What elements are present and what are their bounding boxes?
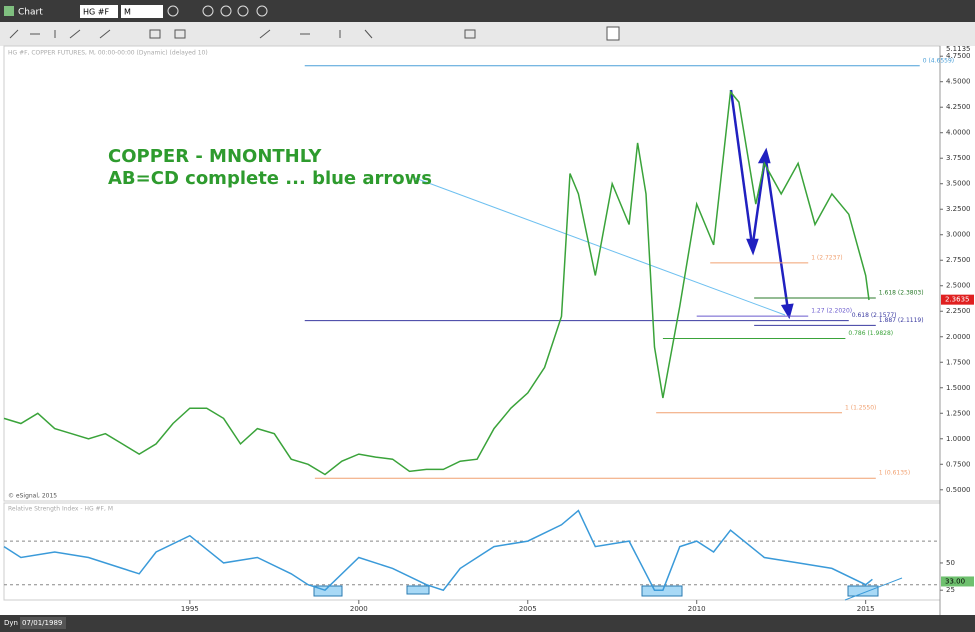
copyright: © eSignal, 2015 — [8, 493, 57, 500]
x-tick-label: 2015 — [857, 605, 875, 613]
last-price: 2.3635 — [945, 296, 970, 304]
y-tick-label: 4.7500 — [946, 52, 971, 60]
last-price-box — [941, 294, 974, 305]
annotation-subtitle: AB=CD complete ... blue arrows — [108, 168, 432, 189]
fib-label: 0 (4.6559) — [923, 57, 954, 64]
fib-label: 1 (0.6135) — [879, 470, 910, 477]
fib-label: 1 (2.7237) — [811, 254, 842, 261]
y-tick-label: 2.0000 — [946, 333, 971, 341]
y-tick-label: 0.7500 — [946, 460, 971, 468]
y-tick-label: 3.2500 — [946, 205, 971, 213]
window-title: Chart — [18, 8, 43, 18]
y-tick-label: 2.5000 — [946, 282, 971, 290]
rsi-trend-line — [844, 577, 903, 601]
y-tick-label: 25 — [946, 586, 955, 594]
rsi-highlights — [313, 585, 879, 597]
symbol-box[interactable] — [80, 5, 118, 18]
y-tick-label: 3.5000 — [946, 180, 971, 188]
rsi-header: Relative Strength Index - HG #F, M — [8, 506, 113, 513]
last-rsi: 33.00 — [945, 577, 965, 585]
y-tick-label: 0.5000 — [946, 486, 971, 494]
y-tick-label: 2.2500 — [946, 307, 971, 315]
y-tick-label: 1.7500 — [946, 358, 971, 366]
fib-label: 0.618 (2.1577) — [852, 312, 897, 319]
interval-box[interactable] — [121, 5, 163, 18]
price-header: HG #F, COPPER FUTURES, M, 00:00-00:00 (D… — [8, 50, 208, 57]
toolbar-icons[interactable] — [167, 5, 268, 17]
price-line — [3, 509, 873, 592]
y-tick-label: 4.0000 — [946, 129, 971, 137]
fib-label: 1 (1.2550) — [845, 404, 876, 411]
symbol: HG #F — [83, 8, 109, 17]
fib-label: 1.887 (2.1119) — [879, 317, 924, 324]
start-date: 07/01/1989 — [22, 619, 62, 627]
y-tick-label: 1.0000 — [946, 435, 971, 443]
title-bar — [0, 0, 975, 22]
y-tick-label: 4.2500 — [946, 103, 971, 111]
fib-label: 1.618 (2.3803) — [879, 289, 924, 296]
x-tick-label: 2000 — [350, 605, 368, 613]
y-tick-label: 3.0000 — [946, 231, 971, 239]
fib-label: 1.27 (2.2020) — [811, 308, 852, 315]
y-tick-label: 3.7500 — [946, 154, 971, 162]
date-box — [20, 617, 66, 629]
x-tick-label: 1995 — [181, 605, 199, 613]
price-line — [3, 90, 870, 476]
high-label: 5.1135 — [946, 45, 971, 53]
y-tick-label: 50 — [946, 559, 955, 567]
y-tick-label: 2.7500 — [946, 256, 971, 264]
dyn-label: Dyn — [4, 619, 18, 627]
y-tick-label: 1.2500 — [946, 409, 971, 417]
app-icon — [4, 6, 14, 16]
interval: M — [124, 8, 131, 17]
tool-icons[interactable] — [9, 26, 620, 41]
annotation-title: COPPER - MNONTHLY — [108, 146, 322, 167]
y-tick-label: 1.5000 — [946, 384, 971, 392]
status-bar — [0, 615, 975, 632]
drawing-toolbar[interactable] — [0, 22, 975, 46]
fib-label: 0.786 (1.9828) — [848, 330, 893, 337]
rsi-panel — [3, 502, 941, 601]
last-rsi-box — [941, 576, 974, 587]
x-tick-label: 2010 — [688, 605, 706, 613]
y-tick-label: 4.5000 — [946, 78, 971, 86]
x-tick-label: 2005 — [519, 605, 537, 613]
price-panel — [3, 45, 941, 502]
